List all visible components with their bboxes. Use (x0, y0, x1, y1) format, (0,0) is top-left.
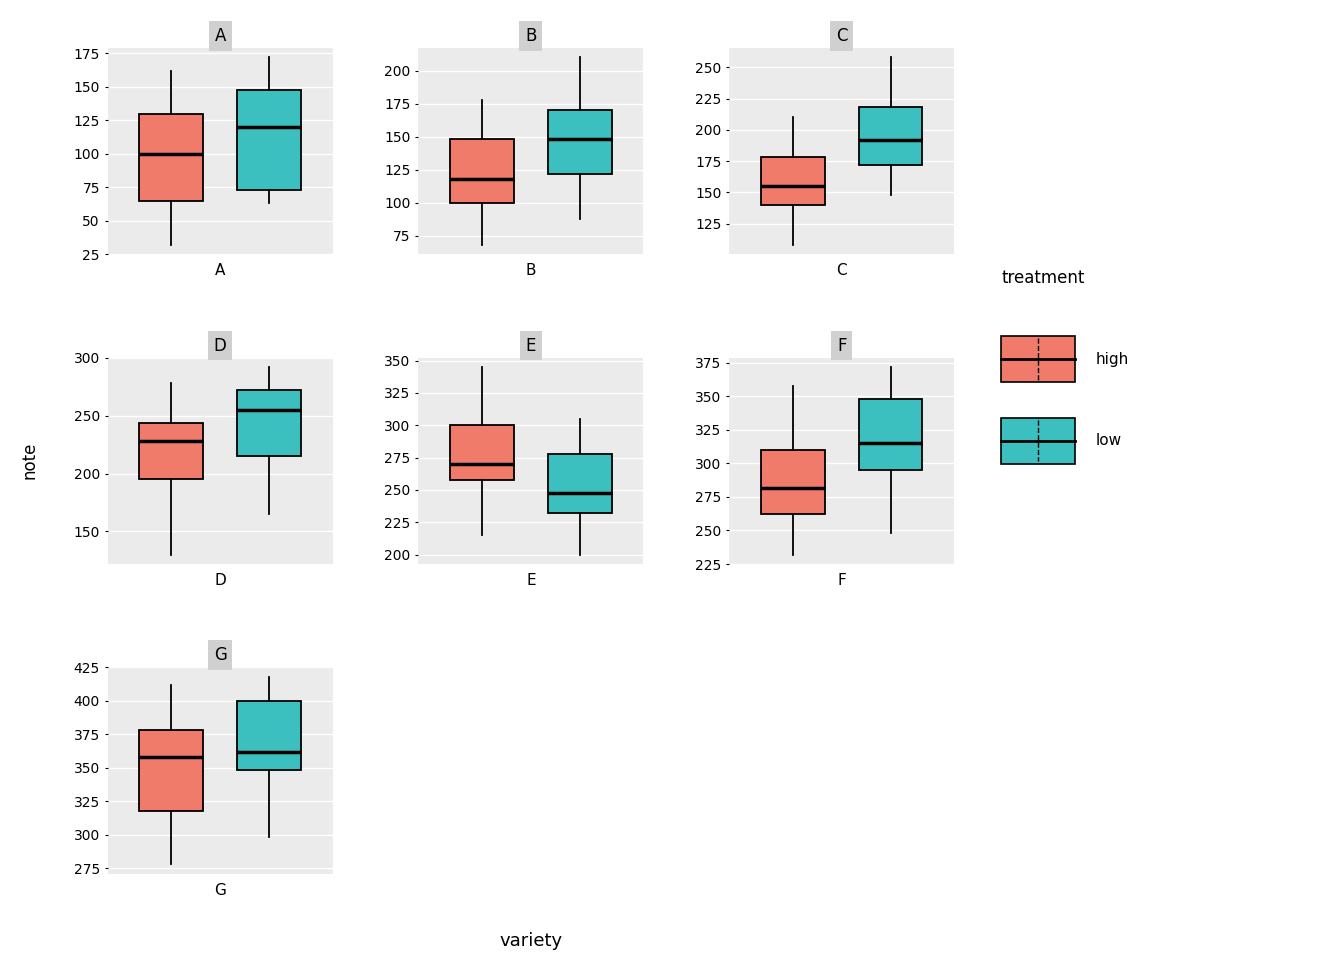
PathPatch shape (761, 450, 824, 515)
X-axis label: F: F (837, 573, 845, 588)
PathPatch shape (140, 113, 203, 201)
Text: note: note (20, 443, 38, 479)
PathPatch shape (238, 390, 301, 456)
PathPatch shape (548, 454, 612, 514)
X-axis label: G: G (214, 882, 226, 898)
PathPatch shape (859, 108, 922, 165)
Title: F: F (837, 337, 847, 354)
Title: G: G (214, 646, 227, 664)
Text: low: low (1095, 433, 1121, 448)
PathPatch shape (140, 731, 203, 810)
X-axis label: E: E (526, 573, 536, 588)
Title: A: A (215, 27, 226, 45)
X-axis label: D: D (214, 573, 226, 588)
X-axis label: C: C (836, 263, 847, 278)
Text: treatment: treatment (1001, 269, 1085, 287)
X-axis label: A: A (215, 263, 226, 278)
PathPatch shape (450, 139, 513, 203)
PathPatch shape (140, 422, 203, 479)
PathPatch shape (238, 701, 301, 770)
X-axis label: B: B (526, 263, 536, 278)
Title: E: E (526, 337, 536, 354)
Title: D: D (214, 337, 227, 354)
PathPatch shape (548, 110, 612, 174)
PathPatch shape (450, 425, 513, 480)
PathPatch shape (859, 399, 922, 470)
PathPatch shape (761, 157, 824, 205)
Text: high: high (1095, 351, 1129, 367)
Title: B: B (526, 27, 536, 45)
PathPatch shape (238, 89, 301, 190)
Title: C: C (836, 27, 848, 45)
Text: variety: variety (500, 931, 562, 949)
